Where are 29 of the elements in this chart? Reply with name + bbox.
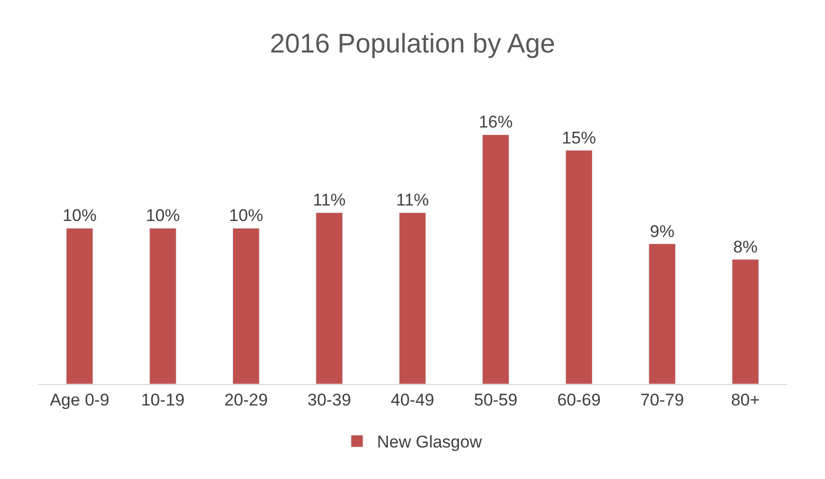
- bar: [149, 228, 176, 384]
- data-label: 11%: [396, 190, 429, 210]
- bar: [316, 212, 343, 384]
- data-label: 15%: [562, 128, 596, 148]
- x-tick-label: 40-49: [390, 390, 434, 410]
- bar: [66, 228, 94, 384]
- x-tick-label: 60-69: [557, 390, 601, 410]
- data-label: 10%: [146, 206, 180, 226]
- chart-title: 2016 Population by Age: [270, 28, 556, 58]
- bar: [732, 259, 759, 384]
- x-tick-label: Age 0-9: [50, 390, 110, 410]
- data-label: 16%: [478, 112, 513, 132]
- data-label: 10%: [229, 206, 264, 226]
- bar: [482, 134, 510, 384]
- data-label: 11%: [312, 190, 346, 210]
- bar: [232, 228, 260, 384]
- x-tick-label: 30-39: [308, 390, 352, 410]
- bar: [398, 212, 426, 384]
- x-tick-label: 70-79: [640, 390, 684, 410]
- x-tick-label: 20-29: [224, 390, 268, 410]
- bar: [648, 244, 676, 384]
- data-label: 8%: [733, 237, 758, 256]
- x-tick-label: 10-19: [141, 390, 185, 410]
- x-tick-label: 50-59: [474, 390, 518, 410]
- legend-label: New Glasgow: [377, 432, 483, 452]
- x-tick-label: 80+: [730, 390, 760, 410]
- data-label: 10%: [62, 206, 97, 226]
- bar: [565, 150, 593, 384]
- data-label: 9%: [650, 222, 674, 241]
